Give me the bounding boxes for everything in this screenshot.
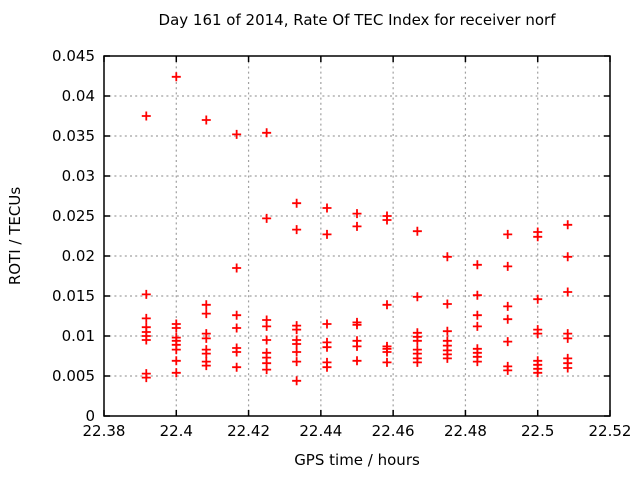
y-tick-label: 0.045 <box>52 47 95 65</box>
y-tick-label: 0.04 <box>61 87 95 105</box>
data-point-marker <box>232 362 242 372</box>
y-tick-label: 0.03 <box>61 167 95 185</box>
data-point-marker <box>322 342 332 352</box>
x-tick-label: 22.52 <box>588 422 632 440</box>
x-tick-label: 22.44 <box>299 422 343 440</box>
data-point-marker <box>352 320 362 330</box>
data-point-marker <box>262 321 272 331</box>
data-point-marker <box>262 335 272 345</box>
x-tick-label: 22.5 <box>521 422 555 440</box>
data-point-marker <box>563 287 573 297</box>
data-point-marker <box>141 335 151 345</box>
data-point-marker <box>201 300 211 310</box>
x-tick-label: 22.38 <box>82 422 126 440</box>
y-tick-label: 0.02 <box>61 247 95 265</box>
data-point-marker <box>352 221 362 231</box>
data-point-marker <box>141 373 151 383</box>
data-point-marker <box>201 333 211 343</box>
data-point-marker <box>412 292 422 302</box>
data-point-marker <box>141 111 151 121</box>
data-point-marker <box>232 323 242 333</box>
y-tick-label: 0.01 <box>61 327 95 345</box>
data-point-marker <box>292 225 302 235</box>
data-point-marker <box>201 115 211 125</box>
data-point-marker <box>141 289 151 299</box>
data-point-marker <box>472 290 482 300</box>
x-tick-label: 22.48 <box>443 422 487 440</box>
data-point-marker <box>171 356 181 366</box>
data-point-marker <box>442 353 452 363</box>
x-tick-label: 22.42 <box>227 422 271 440</box>
data-point-marker <box>262 365 272 375</box>
data-point-marker <box>382 300 392 310</box>
data-point-marker <box>262 213 272 223</box>
data-point-marker <box>201 361 211 371</box>
data-point-marker <box>322 319 332 329</box>
x-tick-label: 22.46 <box>371 422 415 440</box>
data-point-marker <box>171 72 181 82</box>
y-tick-label: 0.015 <box>52 287 95 305</box>
data-point-marker <box>472 357 482 367</box>
chart-title: Day 161 of 2014, Rate Of TEC Index for r… <box>158 11 556 29</box>
data-point-marker <box>141 313 151 323</box>
data-point-marker <box>171 368 181 378</box>
data-point-marker <box>563 363 573 373</box>
data-point-marker <box>503 229 513 239</box>
data-point-marker <box>563 220 573 230</box>
data-point-marker <box>232 263 242 273</box>
data-point-marker <box>171 323 181 333</box>
y-tick-label: 0.025 <box>52 207 95 225</box>
data-point-marker <box>533 368 543 378</box>
data-point-marker <box>503 337 513 347</box>
data-point-marker <box>503 301 513 311</box>
data-point-marker <box>292 339 302 349</box>
data-point-marker <box>292 198 302 208</box>
data-point-marker <box>201 349 211 359</box>
data-point-marker <box>171 345 181 355</box>
data-point-marker <box>442 299 452 309</box>
data-point-marker <box>472 310 482 320</box>
data-point-marker <box>503 365 513 375</box>
data-point-marker <box>201 309 211 319</box>
data-point-marker <box>292 357 302 367</box>
y-tick-label: 0.005 <box>52 367 95 385</box>
y-tick-label: 0 <box>85 407 95 425</box>
data-point-marker <box>322 203 332 213</box>
plot-border <box>103 55 611 417</box>
data-point-marker <box>442 252 452 262</box>
x-axis-label: GPS time / hours <box>294 451 420 469</box>
data-point-marker <box>563 252 573 262</box>
data-point-marker <box>322 362 332 372</box>
data-point-marker <box>563 333 573 343</box>
data-point-marker <box>322 229 332 239</box>
data-point-marker <box>262 128 272 138</box>
data-point-marker <box>472 321 482 331</box>
data-point-marker <box>412 357 422 367</box>
data-point-marker <box>352 209 362 219</box>
data-point-marker <box>232 129 242 139</box>
data-point-marker <box>382 215 392 225</box>
x-tick-label: 22.4 <box>159 422 193 440</box>
data-point-marker <box>533 232 543 242</box>
data-point-marker <box>412 226 422 236</box>
data-point-marker <box>352 356 362 366</box>
data-point-marker <box>232 310 242 320</box>
data-point-marker <box>382 357 392 367</box>
data-point-marker <box>503 314 513 324</box>
data-point-marker <box>472 260 482 270</box>
data-point-marker <box>412 336 422 346</box>
data-point-marker <box>232 347 242 357</box>
data-point-marker <box>292 376 302 386</box>
data-point-marker <box>533 294 543 304</box>
data-point-marker <box>292 325 302 335</box>
data-point-marker <box>352 341 362 351</box>
data-point-marker <box>533 329 543 339</box>
y-tick-label: 0.035 <box>52 127 95 145</box>
data-point-marker <box>292 347 302 357</box>
data-point-marker <box>442 326 452 336</box>
data-point-marker <box>382 347 392 357</box>
data-point-marker <box>503 261 513 271</box>
